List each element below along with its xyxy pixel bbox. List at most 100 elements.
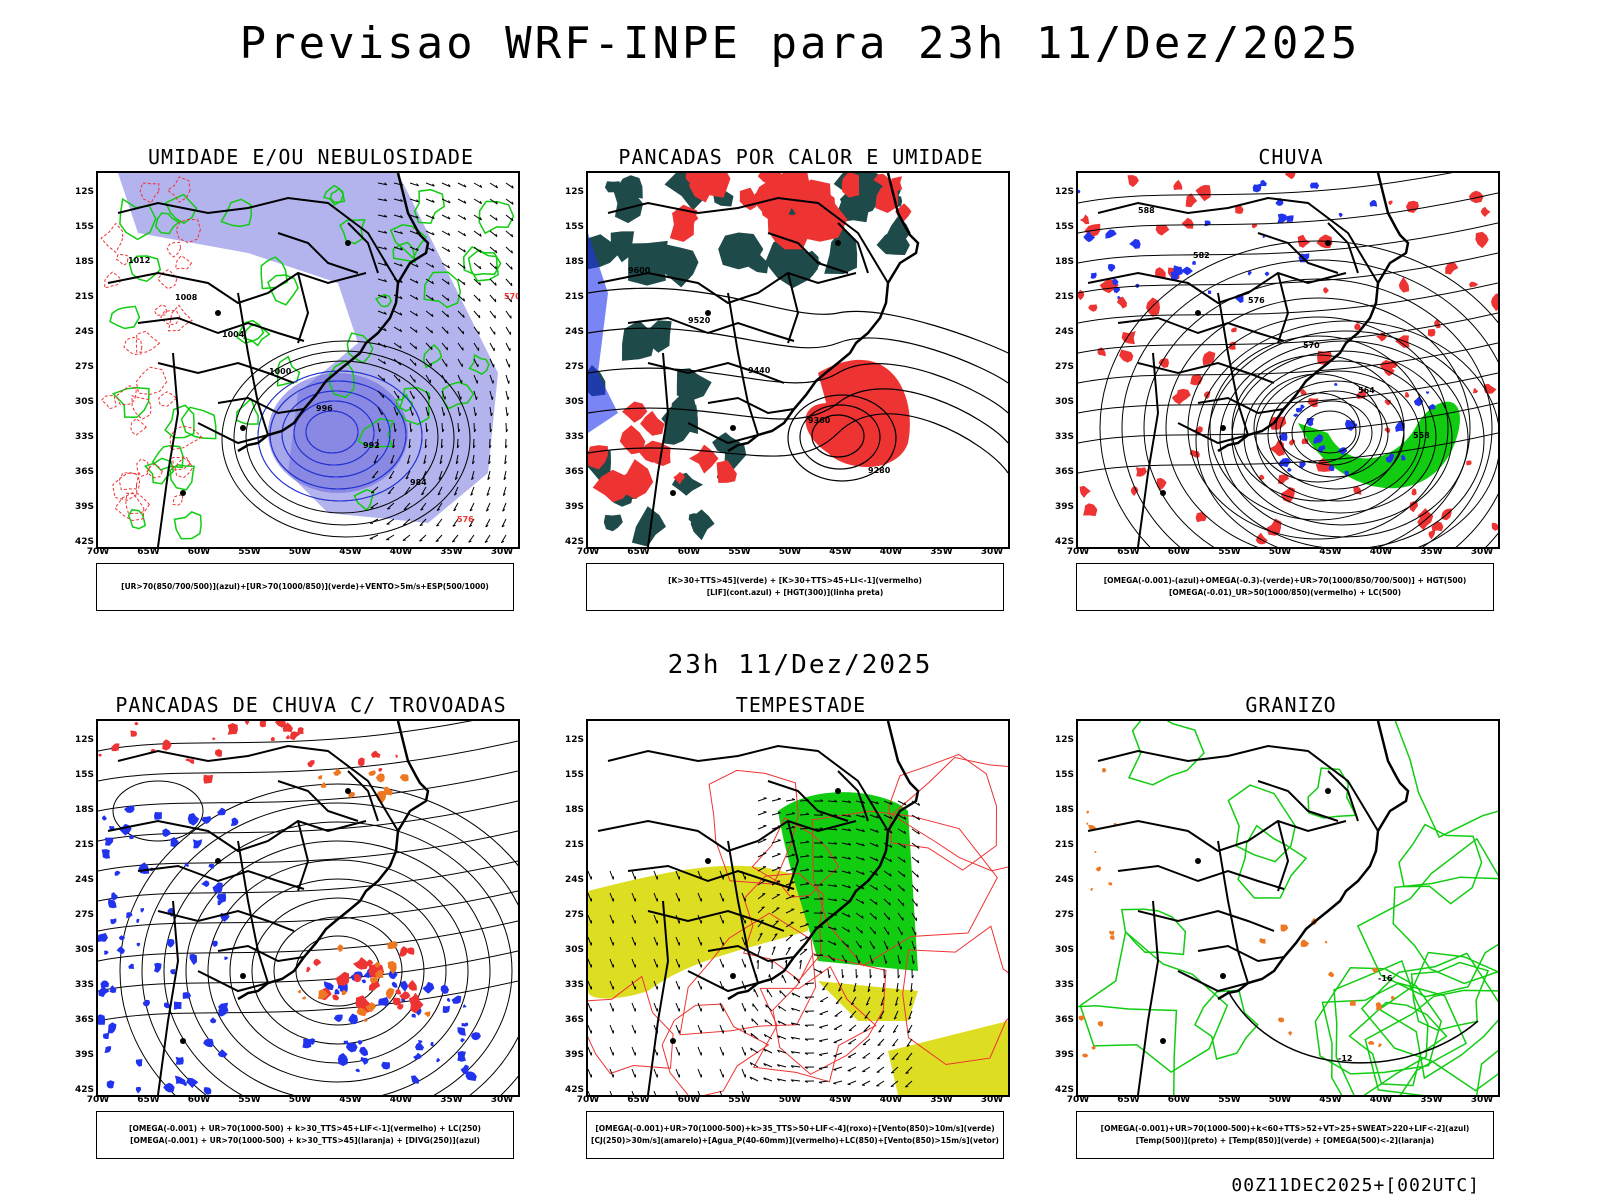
- streamline: [141, 802, 518, 1095]
- divergence-area: [413, 1052, 422, 1060]
- wind-vector-head: [818, 1081, 823, 1084]
- wind-vector-head: [804, 1010, 808, 1014]
- wind-vector-head: [790, 1022, 794, 1026]
- lat-tick-label: 30S: [74, 397, 94, 407]
- wind-vector-head: [777, 1020, 781, 1024]
- wind-vector: [386, 518, 395, 525]
- divergence-area: [189, 954, 197, 966]
- lat-tick-label: 33S: [74, 432, 94, 442]
- wind-vector: [675, 958, 680, 968]
- wind-vector-head: [902, 902, 905, 906]
- divergence-area: [216, 893, 227, 903]
- border-line: [1137, 909, 1275, 932]
- thickness-contour: [131, 395, 152, 420]
- wind-vector: [804, 982, 815, 985]
- wind-vector: [777, 1020, 787, 1026]
- wind-vector: [897, 926, 903, 936]
- lon-tick-label: 50W: [778, 1095, 802, 1105]
- wind-vector-head: [390, 461, 394, 464]
- wind-vector: [489, 214, 498, 221]
- wind-vector-head: [777, 1049, 780, 1053]
- wind-vector: [377, 246, 387, 250]
- wind-vector-head: [501, 540, 505, 544]
- lat-tick-label: 21S: [74, 840, 94, 850]
- wind-vector-head: [447, 216, 451, 220]
- lon-tick-label: 65W: [1117, 1095, 1140, 1105]
- omega500-area: [1078, 1015, 1085, 1021]
- wind-vector: [393, 246, 403, 251]
- wind-vector: [697, 1068, 702, 1078]
- divergence-area: [136, 942, 141, 947]
- wind-vector: [409, 390, 415, 400]
- humidity-contour: [374, 293, 392, 308]
- wind-vector: [457, 422, 460, 433]
- wind-vector-head: [875, 858, 879, 862]
- border-line: [597, 819, 857, 853]
- wind-vector: [425, 214, 435, 220]
- wind-vector: [473, 230, 482, 237]
- wind-vector: [409, 358, 417, 367]
- border-line: [707, 944, 795, 963]
- wind-vector: [869, 884, 878, 891]
- wind-vector-head: [763, 1077, 766, 1081]
- wind-vector-head: [889, 873, 892, 877]
- wind-vector: [588, 980, 592, 990]
- wind-vector: [753, 988, 759, 998]
- contour-label: 9280: [868, 466, 891, 475]
- thickness-contour: [100, 395, 117, 410]
- wind-vector: [883, 898, 891, 906]
- wind-vector-head: [876, 829, 879, 833]
- legend: [OMEGA(-0.001) + UR>70(1000-500) + k>30_…: [96, 1111, 514, 1159]
- wind-vector: [472, 454, 475, 464]
- thickness-contour: [175, 218, 201, 244]
- streamline: [1078, 402, 1498, 444]
- rain-area: [1269, 416, 1287, 430]
- storm-area: [212, 737, 216, 741]
- wind-vector: [893, 1010, 899, 1020]
- humidity-contour: [468, 353, 490, 376]
- lon-tick-label: 60W: [187, 547, 211, 557]
- wind-vector-head: [759, 932, 763, 936]
- wind-vector-head: [805, 882, 810, 885]
- storm-weak-area: [365, 1002, 377, 1013]
- lon-axis: 70W 65W 60W 55W 50W 45W 40W 35W 30W: [1067, 1095, 1500, 1107]
- wind-vector-head: [820, 869, 824, 872]
- wind-vector-head: [485, 524, 489, 528]
- wind-vector-head: [384, 279, 387, 283]
- divergence-area: [358, 1040, 363, 1045]
- thickness-contour: [130, 418, 147, 436]
- wind-vector: [473, 406, 476, 416]
- omega500-area: [1278, 1017, 1285, 1023]
- wind-vector: [791, 1036, 801, 1040]
- wind-vector: [777, 1035, 787, 1040]
- streamline: [98, 770, 518, 812]
- lon-tick-label: 55W: [1218, 547, 1241, 557]
- streamline: [207, 859, 469, 1083]
- thickness-contour: [135, 366, 168, 396]
- border-line: [297, 820, 310, 892]
- wind-vector: [457, 358, 463, 368]
- wind-vector: [855, 926, 863, 934]
- wind-vector-head: [776, 1064, 780, 1068]
- divergence-area: [217, 1049, 228, 1058]
- thickness-contour: [172, 456, 191, 471]
- divergence-area: [463, 1022, 469, 1027]
- wind-vector: [864, 1010, 871, 1019]
- wind-vector: [436, 502, 443, 511]
- wind-vector-head: [820, 799, 824, 802]
- calor-unstable-area: [639, 440, 663, 463]
- calor-area: [610, 231, 635, 263]
- wind-vector: [393, 374, 401, 383]
- streamline: [251, 897, 425, 1045]
- wind-vector: [697, 980, 702, 990]
- wind-vector-head: [777, 839, 781, 841]
- wind-vector: [435, 534, 443, 542]
- wind-vector: [456, 438, 459, 449]
- wind-vector: [393, 422, 396, 432]
- wind-vector-head: [917, 845, 920, 849]
- wind-vector: [489, 342, 495, 352]
- wind-vector: [425, 342, 433, 350]
- wind-vector-head: [762, 893, 766, 895]
- border-line: [107, 271, 367, 305]
- wind-vector: [719, 1046, 724, 1056]
